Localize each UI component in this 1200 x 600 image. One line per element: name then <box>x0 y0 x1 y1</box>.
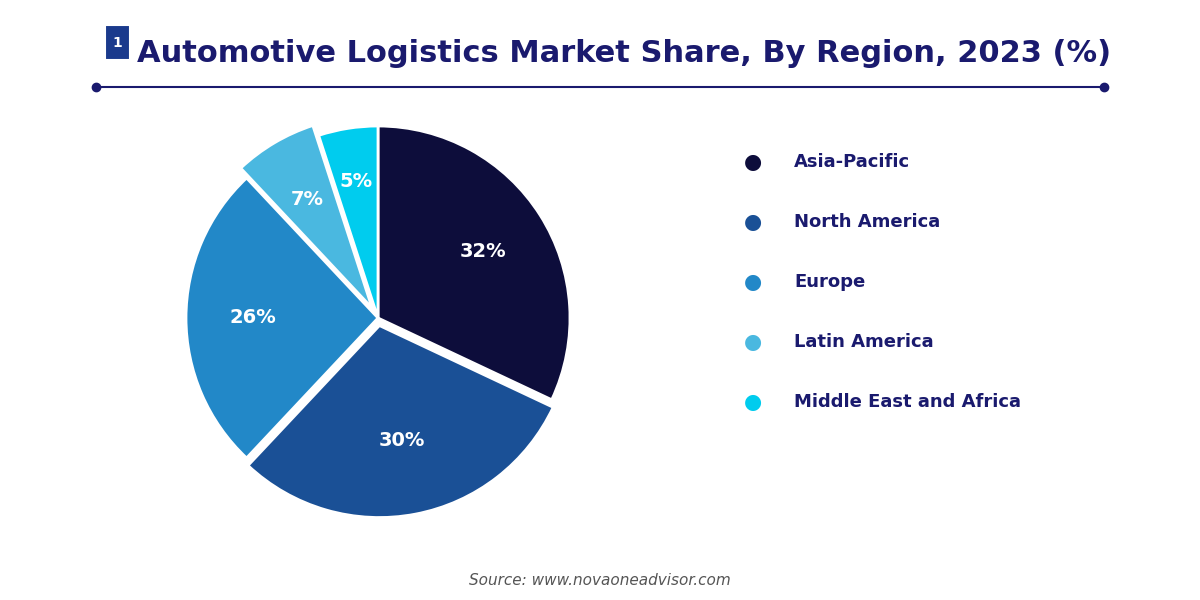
Wedge shape <box>248 326 553 518</box>
Text: ●: ● <box>744 392 762 412</box>
Wedge shape <box>378 126 570 400</box>
Text: 32%: 32% <box>460 242 506 260</box>
Wedge shape <box>241 125 372 308</box>
Text: Latin America: Latin America <box>794 333 934 351</box>
Text: Asia-Pacific: Asia-Pacific <box>794 153 911 171</box>
Text: 1: 1 <box>113 35 122 50</box>
Text: Source: www.novaoneadvisor.com: Source: www.novaoneadvisor.com <box>469 573 731 588</box>
Text: North America: North America <box>794 213 941 231</box>
Text: ●: ● <box>744 272 762 292</box>
Text: 26%: 26% <box>230 308 276 328</box>
Text: 30%: 30% <box>378 431 425 450</box>
Text: NOVA: NOVA <box>34 35 77 50</box>
Text: ●: ● <box>744 152 762 172</box>
Text: 7%: 7% <box>292 190 324 209</box>
Wedge shape <box>319 126 378 318</box>
Text: Middle East and Africa: Middle East and Africa <box>794 393 1021 411</box>
Text: 5%: 5% <box>340 172 373 191</box>
Text: ●: ● <box>744 212 762 232</box>
Text: Automotive Logistics Market Share, By Region, 2023 (%): Automotive Logistics Market Share, By Re… <box>137 39 1111 68</box>
Text: ●: ● <box>744 332 762 352</box>
Text: Europe: Europe <box>794 273 865 291</box>
FancyBboxPatch shape <box>106 25 130 60</box>
Text: ADVISOR: ADVISOR <box>137 36 204 49</box>
Wedge shape <box>186 178 378 458</box>
